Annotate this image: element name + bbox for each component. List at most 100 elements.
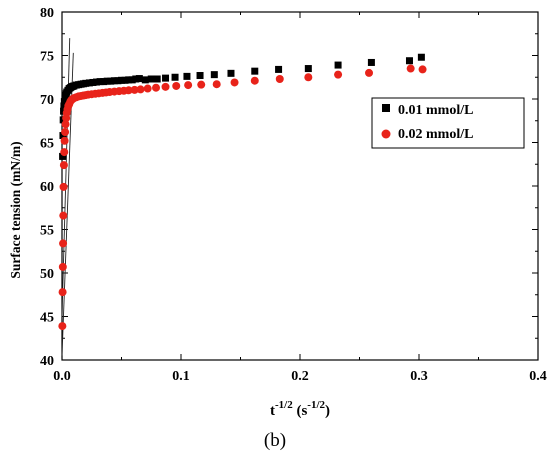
data-point [406, 64, 415, 73]
legend-label-0: 0.01 mmol/L [398, 103, 473, 118]
y-tick-label: 50 [40, 267, 54, 282]
data-point [230, 78, 239, 87]
y-tick-label: 45 [40, 311, 54, 326]
data-point [143, 84, 152, 93]
data-point [136, 85, 145, 94]
data-point [132, 75, 140, 83]
data-point [365, 68, 374, 77]
y-tick-label: 75 [40, 50, 54, 65]
data-point [367, 58, 375, 66]
data-point [60, 148, 69, 157]
data-point [82, 79, 90, 87]
data-point [59, 211, 68, 220]
data-point [59, 152, 67, 160]
data-point [147, 75, 155, 83]
data-point [59, 132, 67, 140]
data-point [118, 76, 125, 84]
data-point [124, 86, 133, 95]
data-point [61, 120, 70, 129]
x-axis-label-unit-close: ) [325, 403, 330, 419]
legend-marker-1 [381, 129, 391, 139]
data-point [125, 76, 133, 84]
data-point [89, 78, 97, 86]
data-point [251, 67, 259, 75]
data-point [114, 77, 122, 85]
data-point [161, 82, 170, 91]
data-point [184, 81, 193, 90]
x-tick-label: 0.1 [172, 369, 190, 384]
data-point [59, 161, 68, 170]
data-point [171, 73, 179, 81]
x-tick-label: 0.3 [410, 369, 428, 384]
y-tick-label: 70 [40, 93, 54, 108]
legend-box [371, 97, 525, 149]
data-point [197, 80, 206, 89]
plot-area-border [61, 11, 539, 361]
data-point [107, 77, 115, 85]
series-1 [58, 64, 427, 331]
data-point [135, 75, 143, 83]
x-axis-label-base: t [270, 403, 275, 419]
data-point [58, 322, 67, 331]
data-point [152, 83, 161, 92]
data-point [61, 128, 70, 137]
data-point [121, 76, 129, 84]
data-point [212, 80, 221, 89]
y-tick-label: 55 [40, 224, 54, 239]
plot-frame [61, 11, 539, 361]
data-point [58, 288, 67, 297]
data-point [100, 78, 108, 86]
data-point [183, 72, 191, 80]
x-tick-label: 0.0 [53, 369, 71, 384]
x-axis-ticks: 0.0 0.1 0.2 0.3 0.4 [53, 12, 547, 384]
data-point [60, 102, 68, 110]
data-point [162, 74, 170, 82]
x-axis-label-exponent: -1/2 [275, 399, 293, 411]
data-point [110, 77, 118, 85]
y-tick-label: 80 [40, 6, 54, 21]
data-point [128, 76, 136, 84]
y-axis-label: Surface tension (mN/m) [8, 141, 23, 278]
x-tick-label: 0.4 [529, 369, 547, 384]
y-tick-label: 65 [40, 137, 54, 152]
data-point [275, 74, 284, 83]
data-point [96, 78, 104, 86]
legend: 0.01 mmol/L 0.02 mmol/L [371, 97, 525, 149]
data-point [417, 53, 425, 61]
data-point [153, 75, 161, 83]
data-point [60, 136, 69, 145]
x-axis-label-unit-exponent: -1/2 [307, 399, 325, 411]
data-point [59, 239, 68, 248]
data-point [93, 78, 101, 86]
data-point [334, 61, 342, 69]
data-point [227, 69, 235, 77]
data-point [58, 262, 67, 271]
data-point [59, 182, 68, 191]
x-tick-label: 0.2 [291, 369, 309, 384]
x-axis-label: t-1/2 (s-1/2) [270, 399, 330, 419]
legend-marker-0 [382, 104, 390, 112]
x-axis-label-unit-open: (s [293, 403, 308, 419]
data-point [196, 72, 204, 80]
data-point [304, 73, 313, 82]
data-point [418, 65, 427, 74]
data-point [210, 71, 218, 79]
y-tick-label: 60 [40, 180, 54, 195]
data-point [103, 77, 111, 85]
data-point [405, 57, 413, 65]
legend-label-1: 0.02 mmol/L [398, 127, 473, 142]
data-point [85, 79, 93, 87]
data-point [141, 76, 149, 84]
data-point [130, 85, 139, 94]
data-point [172, 81, 181, 90]
data-point [275, 65, 283, 73]
y-axis-ticks: 40 45 50 55 60 65 70 75 80 [40, 6, 538, 369]
data-point [250, 76, 259, 85]
series-0 [59, 53, 425, 160]
data-point [304, 65, 312, 73]
data-point [334, 70, 343, 79]
data-series [58, 53, 427, 331]
panel-label: (b) [264, 430, 286, 451]
y-tick-label: 40 [40, 354, 54, 369]
